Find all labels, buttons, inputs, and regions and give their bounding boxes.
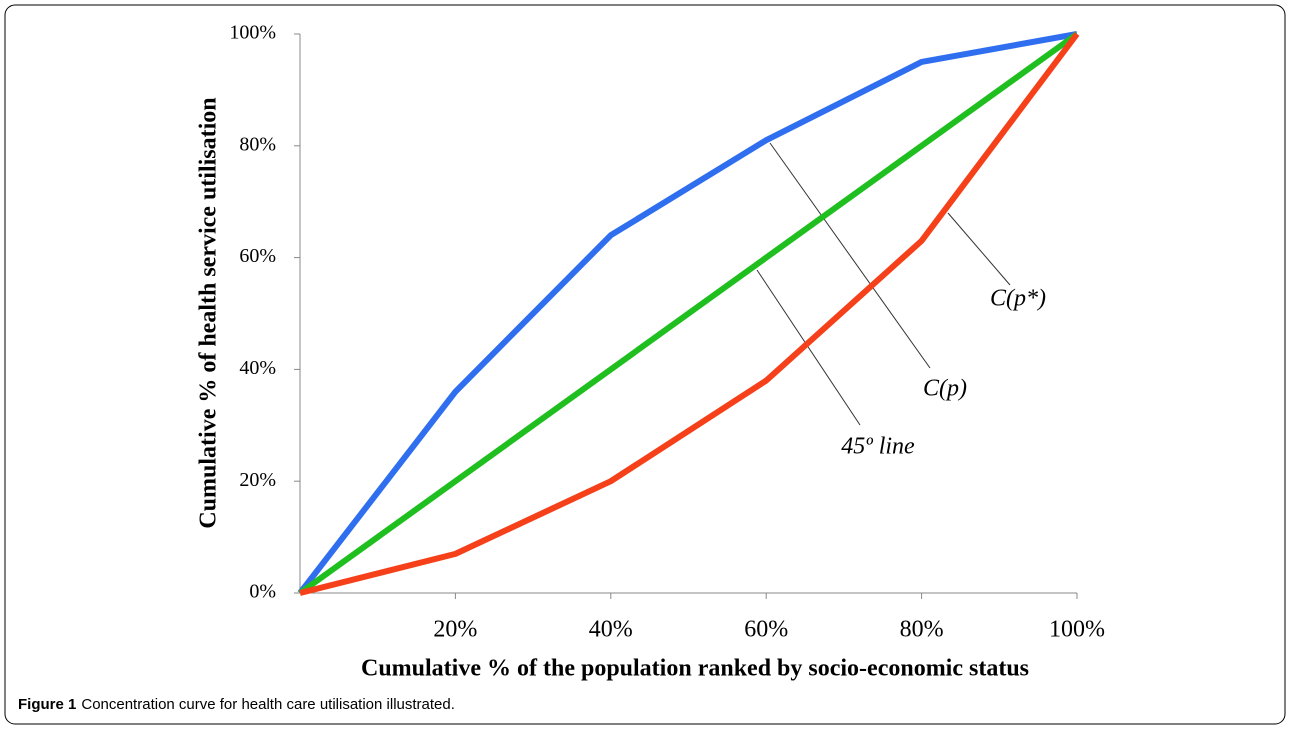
series-line [299, 32, 1080, 596]
y-tick-label: 80% [239, 133, 276, 155]
leader-line [769, 142, 931, 369]
x-tick-label: 60% [744, 617, 788, 643]
x-tick-label: 100% [1049, 617, 1105, 643]
series-line [297, 31, 1078, 595]
y-tick-label: 60% [239, 245, 276, 267]
caption-text: Concentration curve for health care util… [81, 696, 455, 713]
series-label: C(p) [923, 376, 967, 402]
leader-line [947, 212, 1011, 286]
figure-border [4, 4, 1286, 725]
x-tick-label: 20% [433, 617, 477, 643]
caption-label: Figure 1 [18, 696, 76, 713]
x-tick-label: 80% [900, 617, 944, 643]
series-line [298, 31, 1079, 596]
y-tick-label: 100% [229, 22, 276, 44]
y-tick-label: 0% [249, 581, 276, 603]
series-label: C(p*) [990, 286, 1046, 312]
leader-line [756, 269, 861, 426]
y-tick-label: 20% [239, 469, 276, 491]
y-tick-label: 40% [239, 357, 276, 379]
caption: Figure 1 Concentration curve for health c… [18, 696, 455, 713]
x-tick-label: 40% [589, 617, 633, 643]
y-axis-title: Cumulative % of health service utilisati… [196, 97, 222, 528]
series-label: 45º line [841, 434, 915, 460]
x-axis-title: Cumulative % of the population ranked by… [361, 656, 1029, 682]
